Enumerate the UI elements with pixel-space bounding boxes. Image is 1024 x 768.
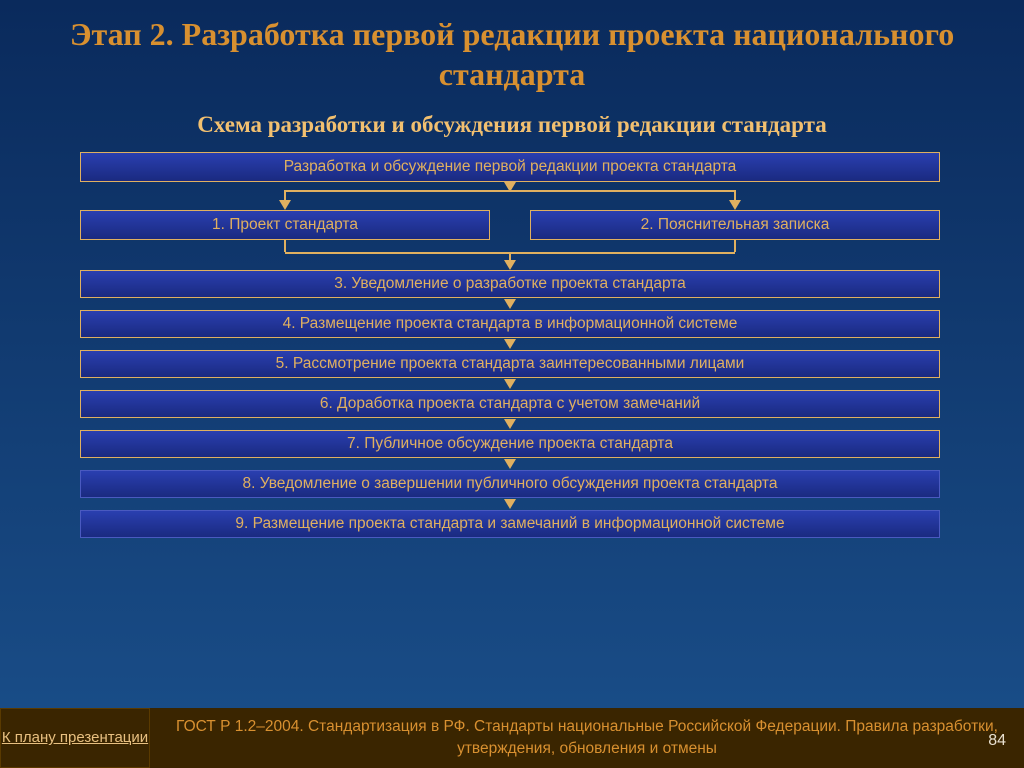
arrow-down-icon: [504, 419, 516, 429]
arrow-down-icon: [504, 379, 516, 389]
arrow-down-icon: [504, 182, 516, 192]
arrow-down-icon: [504, 499, 516, 509]
arrow-down-icon: [729, 200, 741, 210]
slide-title: Этап 2. Разработка первой редакции проек…: [0, 0, 1024, 94]
flow-box-2: 2. Пояснительная записка: [530, 210, 940, 240]
flow-box-6: 6. Доработка проекта стандарта с учетом …: [80, 390, 940, 418]
connector: [734, 190, 736, 200]
arrow-down-icon: [504, 260, 516, 270]
flow-box-8: 8. Уведомление о завершении публичного о…: [80, 470, 940, 498]
arrow-down-icon: [279, 200, 291, 210]
slide-subtitle: Схема разработки и обсуждения первой ред…: [0, 112, 1024, 138]
footer-bar: К плану презентации ГОСТ Р 1.2–2004. Ста…: [0, 708, 1024, 768]
flow-box-top: Разработка и обсуждение первой редакции …: [80, 152, 940, 182]
connector: [509, 252, 511, 260]
arrow-down-icon: [504, 459, 516, 469]
connector: [734, 240, 736, 252]
flow-box-3: 3. Уведомление о разработке проекта стан…: [80, 270, 940, 298]
flow-box-1: 1. Проект стандарта: [80, 210, 490, 240]
flow-box-5: 5. Рассмотрение проекта стандарта заинте…: [80, 350, 940, 378]
flow-box-7: 7. Публичное обсуждение проекта стандарт…: [80, 430, 940, 458]
flow-box-4: 4. Размещение проекта стандарта в информ…: [80, 310, 940, 338]
connector: [284, 240, 286, 252]
page-number: 84: [988, 732, 1006, 750]
arrow-down-icon: [504, 299, 516, 309]
flow-box-9: 9. Размещение проекта стандарта и замеча…: [80, 510, 940, 538]
connector: [284, 190, 286, 200]
slide: Этап 2. Разработка первой редакции проек…: [0, 0, 1024, 768]
plan-link-button[interactable]: К плану презентации: [0, 708, 150, 768]
arrow-down-icon: [504, 339, 516, 349]
footer-citation: ГОСТ Р 1.2–2004. Стандартизация в РФ. Ст…: [150, 716, 1024, 759]
